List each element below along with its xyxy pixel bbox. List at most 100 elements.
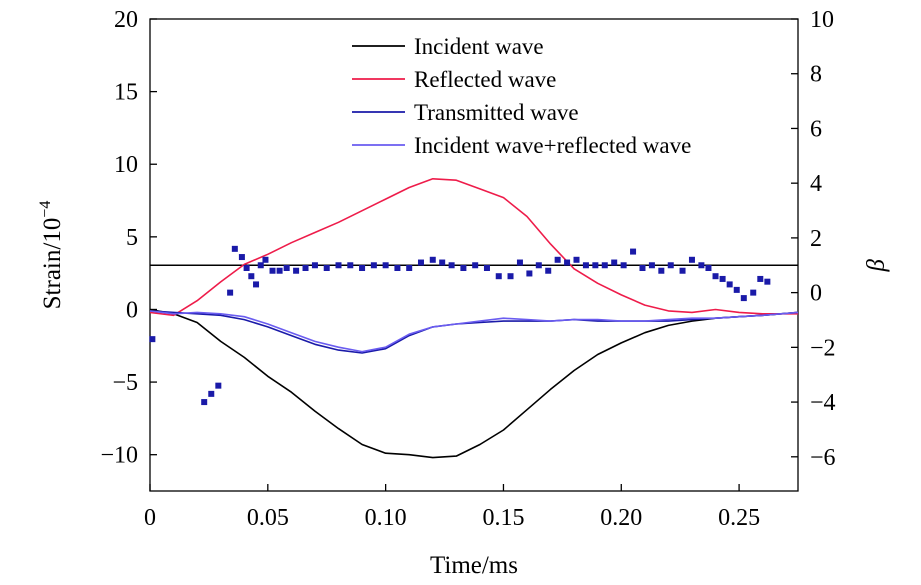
x-axis-title: Time/ms <box>430 552 518 579</box>
left-y-axis-title-base: Strain/10 <box>39 218 66 310</box>
beta-point <box>679 267 686 274</box>
right-y-tick-label: 6 <box>810 116 822 142</box>
beta-point <box>705 264 712 271</box>
left-y-tick-label: −10 <box>100 443 138 469</box>
beta-point <box>238 254 245 261</box>
beta-point <box>460 264 467 271</box>
x-tick-label: 0.25 <box>718 505 760 531</box>
left-y-tick-label: 5 <box>126 225 138 251</box>
beta-point <box>726 281 733 288</box>
beta-points <box>149 245 771 406</box>
beta-point <box>394 264 401 271</box>
beta-point <box>215 382 222 389</box>
beta-point <box>545 267 552 274</box>
beta-point <box>149 336 156 343</box>
right-y-tick-label: 0 <box>810 281 822 307</box>
beta-point <box>227 289 234 296</box>
beta-point <box>370 262 377 269</box>
beta-point <box>257 262 264 269</box>
series-layer <box>149 178 799 459</box>
beta-point <box>269 267 276 274</box>
legend-label: Reflected wave <box>414 67 556 92</box>
right-y-axis-title: β <box>863 258 890 272</box>
beta-point <box>448 262 455 269</box>
beta-point <box>601 262 608 269</box>
beta-point <box>719 275 726 282</box>
right-y-axis: −6 −4 −2 0 2 4 6 8 10 <box>791 7 836 471</box>
beta-point <box>688 256 695 263</box>
beta-point <box>483 264 490 271</box>
beta-point <box>417 259 424 266</box>
beta-point <box>302 264 309 271</box>
beta-point <box>620 262 627 269</box>
left-y-tick-label: 20 <box>114 7 138 33</box>
beta-point <box>382 262 389 269</box>
legend-label: Incident wave+reflected wave <box>414 133 691 158</box>
beta-point <box>648 262 655 269</box>
x-tick-label: 0.05 <box>247 505 289 531</box>
beta-point <box>472 262 479 269</box>
beta-point <box>639 264 646 271</box>
beta-point <box>335 262 342 269</box>
beta-point <box>276 267 283 274</box>
right-y-tick-label: 8 <box>810 62 822 88</box>
beta-point <box>293 267 300 274</box>
beta-point <box>757 275 764 282</box>
left-y-axis-title: Strain/10−4 <box>37 201 66 310</box>
left-y-axis-title-exponent: −4 <box>37 201 54 218</box>
beta-point <box>592 262 599 269</box>
beta-point <box>323 264 330 271</box>
beta-point <box>764 278 771 285</box>
beta-point <box>406 264 413 271</box>
series-line-incident-wave <box>149 308 799 459</box>
left-y-tick-label: 0 <box>126 297 138 323</box>
beta-point <box>283 264 290 271</box>
beta-point <box>516 259 523 266</box>
beta-point <box>429 256 436 263</box>
beta-point <box>740 295 747 302</box>
right-y-tick-label: −4 <box>810 390 836 416</box>
x-tick-label: 0.10 <box>365 505 407 531</box>
beta-point <box>658 267 665 274</box>
x-tick-label: 0 <box>144 505 156 531</box>
x-tick-label: 0.15 <box>482 505 524 531</box>
beta-point <box>564 259 571 266</box>
beta-point <box>347 262 354 269</box>
legend-label: Incident wave <box>414 34 544 59</box>
right-y-tick-label: −6 <box>810 445 836 471</box>
beta-point <box>253 281 260 288</box>
beta-point <box>262 256 269 263</box>
right-y-tick-label: −2 <box>810 335 836 361</box>
series-line-reflected-wave <box>149 178 798 317</box>
beta-point <box>750 289 757 296</box>
left-y-axis: −10 −5 0 5 10 15 20 <box>100 7 157 469</box>
beta-point <box>359 264 366 271</box>
beta-point <box>667 262 674 269</box>
beta-point <box>733 286 740 293</box>
beta-point <box>712 273 719 280</box>
beta-point <box>495 273 502 280</box>
beta-point <box>243 264 250 271</box>
beta-point <box>535 262 542 269</box>
left-y-tick-label: 15 <box>114 80 138 106</box>
beta-point <box>611 259 618 266</box>
x-axis: 0 0.05 0.10 0.15 0.20 0.25 <box>144 484 760 531</box>
x-tick-label: 0.20 <box>600 505 642 531</box>
legend-label: Transmitted wave <box>414 100 579 125</box>
beta-point <box>526 270 533 277</box>
beta-point <box>554 256 561 263</box>
left-y-tick-label: −5 <box>112 370 138 396</box>
legend: Incident wave Reflected wave Transmitted w… <box>352 34 691 158</box>
beta-point <box>439 259 446 266</box>
beta-point <box>582 262 589 269</box>
right-y-tick-label: 10 <box>810 7 834 33</box>
beta-point <box>208 390 215 397</box>
right-y-tick-label: 4 <box>810 171 822 197</box>
right-y-tick-label: 2 <box>810 226 822 252</box>
beta-point <box>311 262 318 269</box>
beta-point <box>698 262 705 269</box>
beta-point <box>231 245 238 252</box>
beta-point <box>507 273 514 280</box>
beta-point <box>248 273 255 280</box>
